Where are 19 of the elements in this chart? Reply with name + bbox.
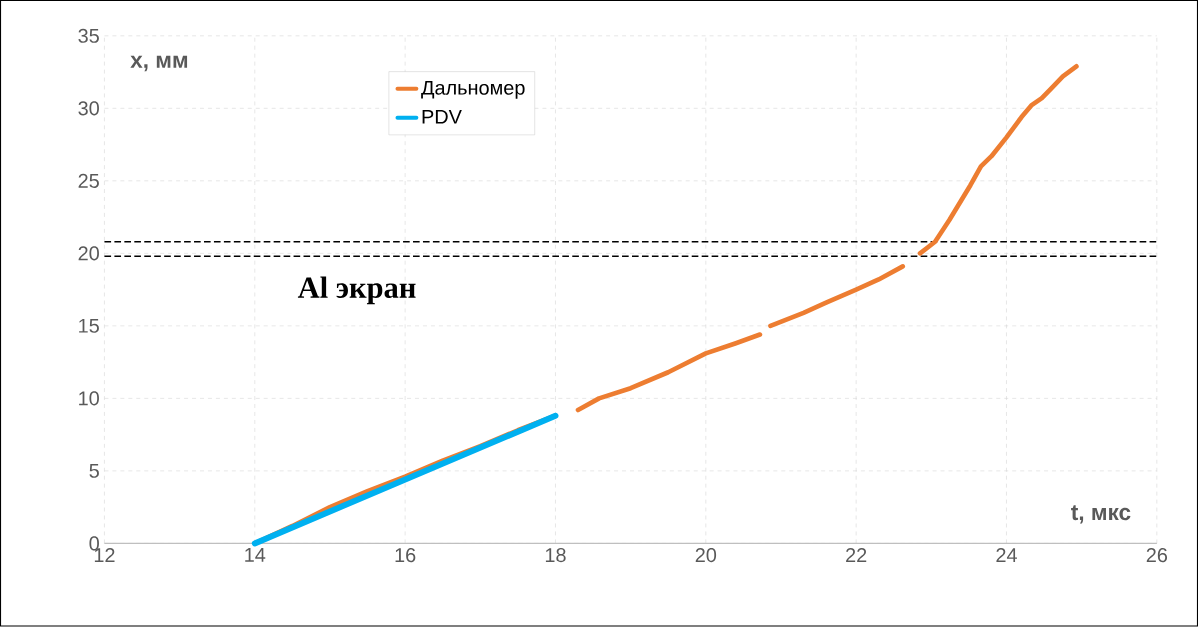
x-tick-label: 16 [395, 548, 416, 563]
y-tick-label: 35 [78, 29, 99, 44]
x-tick-label: 22 [846, 548, 867, 563]
legend-label: PDV [422, 110, 462, 124]
x-axis-title: t, мкс [1071, 505, 1131, 524]
x-tick-label: 26 [1146, 548, 1168, 563]
x-tick-label: 20 [695, 548, 717, 563]
y-tick-label: 5 [89, 464, 99, 479]
annotation: Al экран [297, 276, 416, 305]
y-tick-label: 25 [78, 174, 99, 189]
y-tick-label: 20 [78, 246, 99, 261]
x-tick-label: 14 [245, 548, 266, 563]
x-tick-label: 24 [996, 548, 1017, 563]
y-tick-label: 10 [79, 391, 99, 406]
x-tick-label: 18 [545, 548, 566, 563]
y-tick-label: 15 [79, 319, 99, 334]
legend-label: Дальномер [421, 81, 525, 99]
y-axis-title: x, мм [130, 55, 188, 72]
y-tick-label: 30 [78, 101, 99, 116]
